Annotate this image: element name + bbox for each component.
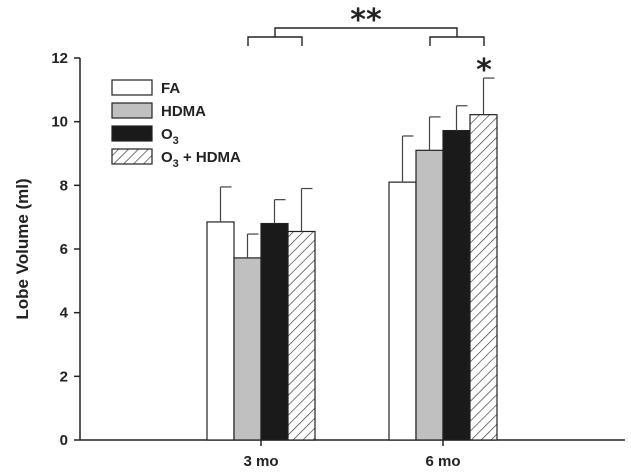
y-ticks: 0 2 4 6 8 10 12	[51, 50, 80, 449]
group-significance-mark: **	[350, 3, 382, 38]
bar	[388, 181, 417, 441]
y-axis-title: Lobe Volume (ml)	[13, 178, 32, 319]
legend-swatch	[111, 125, 153, 142]
bar	[206, 221, 235, 441]
legend-swatch	[111, 148, 153, 165]
y-tick-label: 10	[51, 114, 68, 131]
bar	[415, 149, 444, 441]
x-tick-label: 3 mo	[243, 453, 278, 470]
bar	[442, 129, 471, 441]
legend-label: O3 + HDMA	[161, 149, 241, 170]
x-tick-label: 6 mo	[425, 453, 460, 470]
bracket-3mo	[247, 36, 303, 46]
y-tick-label: 8	[60, 177, 68, 194]
y-tick-label: 2	[60, 368, 68, 385]
x-ticks: 3 mo 6 mo	[243, 440, 461, 470]
bar-significance-mark: *	[476, 53, 492, 88]
bar	[469, 114, 498, 441]
bar	[260, 222, 289, 441]
bars	[206, 114, 498, 441]
legend-swatch	[111, 79, 153, 96]
y-tick-label: 12	[51, 50, 68, 67]
legend-label: O3	[161, 126, 179, 147]
bracket-top	[274, 27, 458, 37]
legend-label: HDMA	[161, 103, 206, 120]
y-tick-label: 4	[60, 305, 69, 322]
bracket-6mo	[429, 36, 485, 46]
y-tick-label: 6	[60, 241, 68, 258]
legend-swatch	[111, 102, 153, 119]
bar	[233, 257, 262, 441]
bar	[287, 230, 316, 441]
legend-label: FA	[161, 80, 180, 97]
error-bars	[219, 77, 495, 258]
significance-annotations: ** *	[247, 3, 492, 88]
y-tick-label: 0	[60, 432, 68, 449]
